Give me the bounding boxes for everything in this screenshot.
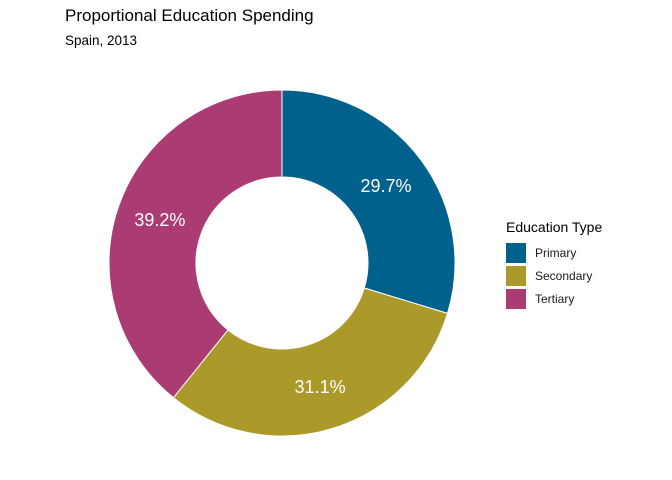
slice-label-secondary: 31.1% (295, 377, 346, 397)
legend-item-primary: Primary (506, 241, 602, 264)
slice-secondary (172, 287, 449, 437)
slice-label-primary: 29.7% (361, 176, 412, 196)
legend-item-secondary: Secondary (506, 264, 602, 287)
slice-labels: 29.7% 31.1% 39.2% (134, 176, 411, 397)
slice-tertiary (108, 89, 283, 399)
legend-title: Education Type (506, 219, 603, 235)
legend: Education Type Primary Secondary Tertiar… (506, 219, 602, 310)
legend-label-secondary: Secondary (535, 268, 593, 283)
slice-label-tertiary: 39.2% (134, 210, 185, 230)
legend-label-tertiary: Tertiary (535, 291, 575, 306)
chart-subtitle: Spain, 2013 (65, 33, 138, 48)
slice-primary (281, 89, 456, 314)
legend-label-primary: Primary (535, 245, 577, 260)
chart-title: Proportional Education Spending (65, 6, 314, 25)
legend-item-tertiary: Tertiary (506, 287, 602, 310)
legend-swatch-secondary (506, 265, 526, 286)
legend-swatch-primary (506, 242, 526, 263)
legend-swatch-tertiary (506, 288, 526, 309)
donut-slices (108, 89, 456, 437)
